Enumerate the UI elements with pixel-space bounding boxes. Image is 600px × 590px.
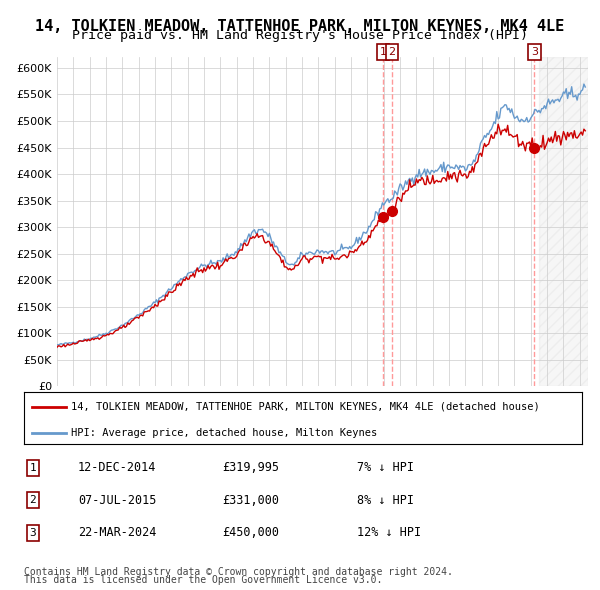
- Text: £450,000: £450,000: [222, 526, 279, 539]
- Text: 07-JUL-2015: 07-JUL-2015: [78, 494, 157, 507]
- Text: 14, TOLKIEN MEADOW, TATTENHOE PARK, MILTON KEYNES, MK4 4LE (detached house): 14, TOLKIEN MEADOW, TATTENHOE PARK, MILT…: [71, 402, 540, 412]
- Text: 7% ↓ HPI: 7% ↓ HPI: [357, 461, 414, 474]
- Text: 1: 1: [379, 47, 386, 57]
- Bar: [539, 57, 588, 386]
- Text: 2: 2: [389, 47, 395, 57]
- Text: 12% ↓ HPI: 12% ↓ HPI: [357, 526, 421, 539]
- Text: 12-DEC-2014: 12-DEC-2014: [78, 461, 157, 474]
- Text: HPI: Average price, detached house, Milton Keynes: HPI: Average price, detached house, Milt…: [71, 428, 377, 438]
- Text: 2: 2: [29, 496, 37, 506]
- Text: Contains HM Land Registry data © Crown copyright and database right 2024.: Contains HM Land Registry data © Crown c…: [24, 567, 453, 577]
- Text: 8% ↓ HPI: 8% ↓ HPI: [357, 494, 414, 507]
- Text: £331,000: £331,000: [222, 494, 279, 507]
- Text: 1: 1: [29, 463, 37, 473]
- Text: 3: 3: [531, 47, 538, 57]
- Text: £319,995: £319,995: [222, 461, 279, 474]
- Text: 3: 3: [29, 528, 37, 538]
- Text: This data is licensed under the Open Government Licence v3.0.: This data is licensed under the Open Gov…: [24, 575, 382, 585]
- Text: 14, TOLKIEN MEADOW, TATTENHOE PARK, MILTON KEYNES, MK4 4LE: 14, TOLKIEN MEADOW, TATTENHOE PARK, MILT…: [35, 19, 565, 34]
- Text: 22-MAR-2024: 22-MAR-2024: [78, 526, 157, 539]
- Text: Price paid vs. HM Land Registry's House Price Index (HPI): Price paid vs. HM Land Registry's House …: [72, 30, 528, 42]
